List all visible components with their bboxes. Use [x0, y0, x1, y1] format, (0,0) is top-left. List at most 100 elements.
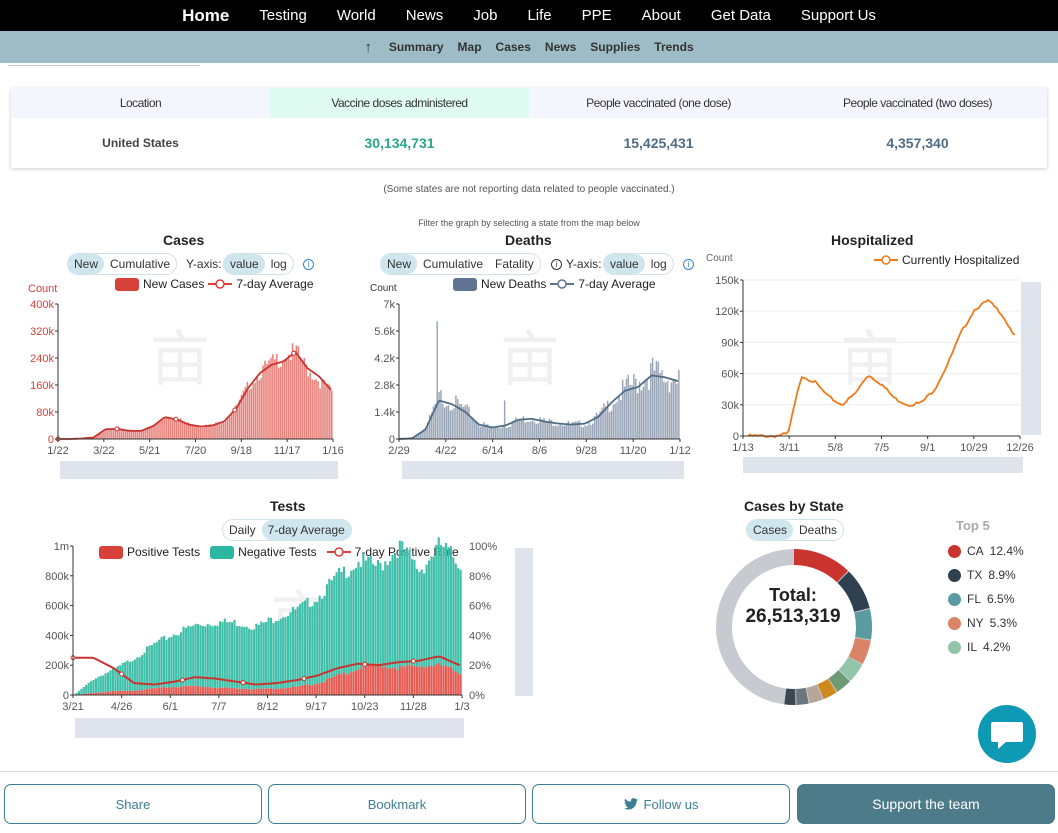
state-deaths-option[interactable]: Deaths [799, 523, 838, 537]
nav-ppe[interactable]: PPE [581, 7, 612, 24]
tests-positive-bar [333, 676, 336, 695]
bookmark-button[interactable]: Bookmark [268, 784, 526, 824]
deaths-bar [648, 389, 650, 439]
rate-swatch[interactable] [326, 546, 351, 558]
avg-line-swatch[interactable] [208, 278, 233, 290]
legend-new-deaths[interactable]: New Deaths [481, 277, 547, 291]
tests-positive-bar [214, 687, 217, 695]
header-one-dose[interactable]: People vaccinated (one dose) [529, 88, 788, 118]
nav-testing[interactable]: Testing [259, 7, 307, 24]
support-button[interactable]: Support the team [797, 784, 1055, 824]
tests-negative-bar [265, 621, 268, 689]
positive-swatch[interactable] [99, 545, 123, 559]
deaths-bar [485, 424, 487, 439]
legend-cases-avg[interactable]: 7-day Average [236, 277, 314, 291]
tests-positive-bar [427, 666, 431, 695]
cases-bar [327, 383, 329, 439]
top5-item[interactable]: IL 4.2% [948, 635, 1024, 659]
deaths-avg-swatch[interactable] [550, 278, 575, 290]
cases-bar [199, 427, 201, 439]
scroll-up-icon[interactable]: ↑ [364, 38, 372, 56]
nav-world[interactable]: World [336, 7, 376, 24]
nav-about[interactable]: About [641, 7, 681, 24]
cases-bar [254, 383, 256, 439]
header-doses[interactable]: Vaccine doses administered [270, 88, 529, 118]
deaths-info-icon[interactable]: i [683, 259, 694, 270]
new-cases-swatch[interactable] [115, 277, 139, 291]
legend-negative[interactable]: Negative Tests [238, 545, 317, 559]
cases-bar [221, 423, 223, 439]
legend-new-cases[interactable]: New Cases [143, 277, 205, 291]
subnav-summary[interactable]: Summary [388, 40, 444, 54]
top5-item[interactable]: CA 12.4% [948, 539, 1024, 563]
cases-bar [321, 379, 323, 439]
header-two-doses[interactable]: People vaccinated (two doses) [788, 88, 1047, 118]
deaths-bar [657, 361, 659, 439]
subnav-trends[interactable]: Trends [654, 40, 694, 54]
negative-swatch[interactable] [210, 545, 235, 559]
cases-bar [219, 424, 221, 439]
tests-daily-option[interactable]: Daily [229, 523, 256, 537]
deaths-fatality-option[interactable]: Fatality [495, 257, 534, 271]
cases-new-option[interactable]: New [68, 254, 105, 274]
top5-pct: 5.3% [989, 616, 1018, 630]
legend-hosp[interactable]: Currently Hospitalized [902, 253, 1020, 267]
tests-positive-bar [418, 666, 421, 695]
state-cases-option[interactable]: Cases [747, 520, 794, 540]
nav-life[interactable]: Life [527, 7, 552, 24]
cases-cumulative-option[interactable]: Cumulative [110, 257, 171, 271]
deaths-value-option[interactable]: value [604, 254, 645, 274]
new-deaths-swatch[interactable] [453, 277, 477, 291]
cases-bar [136, 430, 139, 439]
cases-info-icon[interactable]: i [303, 259, 314, 270]
share-button[interactable]: Share [4, 784, 262, 824]
nav-news[interactable]: News [405, 7, 444, 24]
deaths-log-option[interactable]: log [650, 257, 667, 271]
bookmark-label: Bookmark [367, 796, 427, 812]
deaths-bar [500, 428, 502, 439]
deaths-new-option[interactable]: New [381, 254, 418, 274]
tests-negative-bar [262, 622, 265, 689]
tests-positive-bar [196, 686, 200, 695]
chat-button[interactable] [978, 705, 1036, 763]
nav-home[interactable]: Home [182, 5, 230, 25]
y-tick-label: 4.2k [374, 353, 395, 365]
tests-positive-bar [148, 688, 151, 695]
legend-positive[interactable]: Positive Tests [127, 545, 201, 559]
cases-bar [118, 427, 121, 439]
deaths-bar [447, 405, 450, 439]
follow-button[interactable]: Follow us [532, 784, 790, 824]
top5-item[interactable]: TX 8.9% [948, 563, 1024, 587]
deaths-bar [546, 421, 549, 439]
subnav-cases[interactable]: Cases [495, 40, 531, 54]
top5-item[interactable]: NY 5.3% [948, 611, 1024, 635]
tests-positive-bar [303, 684, 307, 695]
subnav-supplies[interactable]: Supplies [590, 40, 641, 54]
tests-positive-bar [369, 663, 372, 695]
watermark: 亩 [150, 325, 210, 395]
deaths-bar [661, 370, 663, 439]
deaths-bar [601, 407, 603, 439]
tests-positive-bar [352, 671, 355, 695]
nav-support-us[interactable]: Support Us [800, 7, 876, 24]
top5-item[interactable]: FL 6.5% [948, 587, 1024, 611]
tests-avg-option[interactable]: 7-day Average [261, 520, 351, 540]
deaths-bar [616, 402, 618, 439]
tests-positive-bar [85, 693, 88, 695]
tests-positive-bar [357, 668, 360, 695]
deaths-avg-line [398, 374, 679, 440]
subnav-news[interactable]: News [544, 40, 577, 54]
cases-value-option[interactable]: value [224, 254, 265, 274]
cases-log-option[interactable]: log [270, 257, 287, 271]
tests-positive-bar [308, 685, 311, 695]
deaths-bar [642, 386, 645, 439]
nav-job[interactable]: Job [473, 7, 498, 24]
fatality-info-icon[interactable]: i [551, 259, 562, 270]
cases-bar [305, 364, 308, 439]
hosp-line-swatch[interactable] [874, 254, 898, 266]
deaths-cumulative-option[interactable]: Cumulative [423, 257, 484, 271]
legend-deaths-avg[interactable]: 7-day Average [578, 277, 656, 291]
subnav-map[interactable]: Map [457, 40, 482, 54]
tests-positive-bar [342, 672, 345, 695]
nav-get-data[interactable]: Get Data [710, 7, 771, 24]
